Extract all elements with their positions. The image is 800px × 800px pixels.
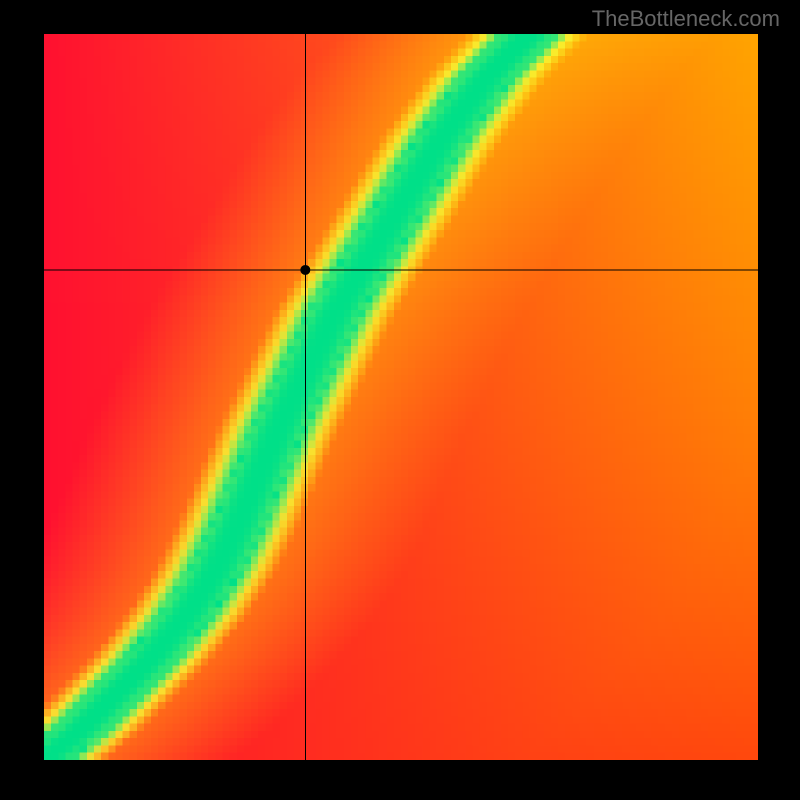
heatmap-canvas <box>44 34 758 760</box>
watermark-text: TheBottleneck.com <box>592 6 780 32</box>
chart-container: TheBottleneck.com <box>0 0 800 800</box>
